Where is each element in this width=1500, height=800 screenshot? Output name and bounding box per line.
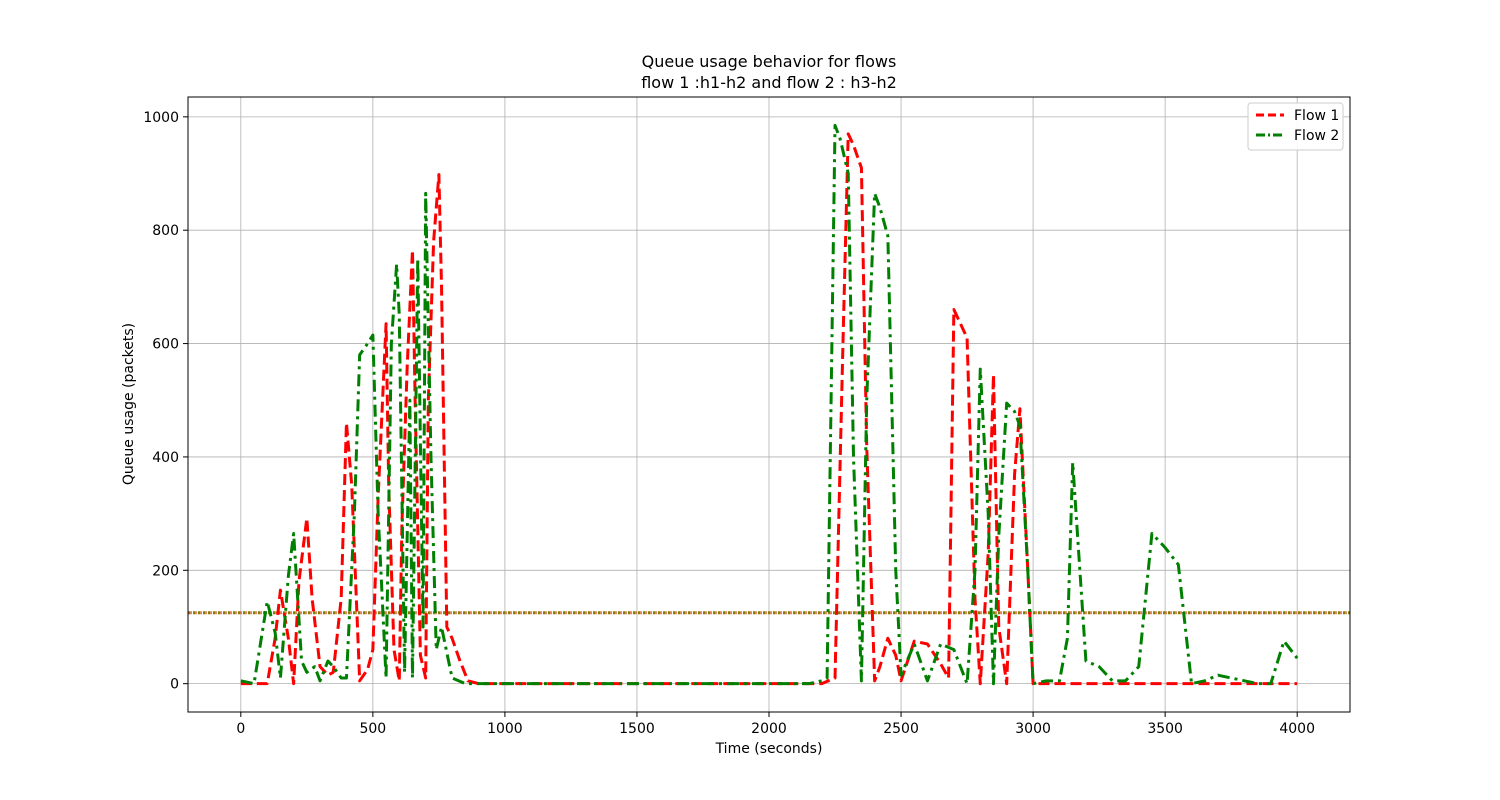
- y-tick-label: 200: [152, 563, 179, 579]
- x-tick-label: 3000: [1015, 721, 1051, 737]
- legend-label-flow-1: Flow 1: [1294, 108, 1339, 124]
- y-tick-label: 600: [152, 337, 179, 353]
- x-tick-label: 0: [236, 721, 245, 737]
- x-tick-label: 500: [359, 721, 386, 737]
- x-tick-label: 1500: [619, 721, 655, 737]
- y-axis-label: Queue usage (packets): [121, 323, 137, 485]
- legend-label-flow-2: Flow 2: [1294, 128, 1339, 144]
- y-tick-label: 0: [170, 677, 179, 693]
- x-tick-label: 1000: [487, 721, 523, 737]
- x-tick-label: 2000: [751, 721, 787, 737]
- x-tick-label: 4000: [1279, 721, 1315, 737]
- y-tick-label: 1000: [143, 110, 179, 126]
- y-tick-label: 800: [152, 223, 179, 239]
- x-axis-label: Time (seconds): [715, 741, 823, 757]
- series-line-flow-2: [240, 123, 1299, 686]
- legend: Flow 1 Flow 2: [1247, 102, 1344, 151]
- x-tick-label: 2500: [883, 721, 919, 737]
- y-tick-label: 400: [152, 450, 179, 466]
- series-lines: [240, 123, 1299, 686]
- chart-subtitle: flow 1 :h1-h2 and flow 2 : h3-h2: [641, 73, 897, 92]
- y-axis-ticks: 0 200 400 600 800 1000: [143, 110, 188, 693]
- x-axis-ticks: 0 500 1000 1500 2000 2500 3000 3500 4000: [236, 712, 1315, 737]
- x-tick-label: 3500: [1147, 721, 1183, 737]
- chart-title: Queue usage behavior for flows: [642, 52, 897, 71]
- series-line-flow-1: [240, 132, 1298, 686]
